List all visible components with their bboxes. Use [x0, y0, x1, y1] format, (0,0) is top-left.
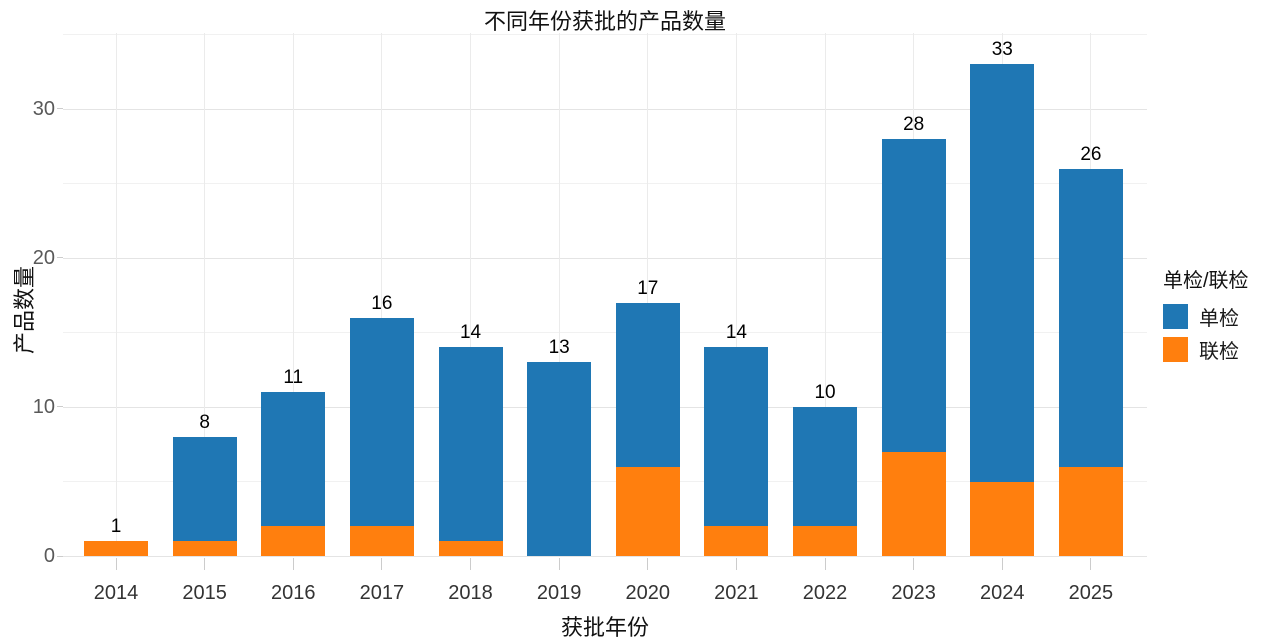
- y-tick-mark: [57, 257, 63, 259]
- gridline-vertical: [558, 33, 560, 556]
- bar-segment-single: [1058, 168, 1123, 467]
- bar-segment-joint: [704, 526, 769, 556]
- x-tick-label: 2022: [802, 582, 848, 604]
- bar-segment-joint: [970, 481, 1035, 556]
- x-tick-mark: [470, 558, 472, 570]
- bar-segment-joint: [615, 466, 680, 556]
- gridline-vertical: [381, 33, 383, 556]
- bar-value-label: 14: [459, 322, 482, 344]
- x-tick-mark: [381, 558, 383, 570]
- legend: 单检/联检 单检 联检: [1163, 264, 1249, 368]
- bar-segment-joint: [793, 526, 858, 556]
- y-tick-label: 20: [32, 246, 55, 269]
- bar-segment-single: [438, 347, 503, 542]
- x-axis-title: 获批年份: [560, 615, 649, 640]
- x-tick-mark: [1090, 558, 1092, 570]
- bar-segment-joint: [172, 541, 237, 556]
- gridline-vertical: [292, 33, 294, 556]
- legend-swatch-single: [1163, 304, 1188, 329]
- plot-panel: [63, 33, 1147, 557]
- x-tick-mark: [115, 558, 117, 570]
- bar-segment-single: [881, 138, 946, 452]
- legend-title: 单检/联检: [1163, 270, 1249, 292]
- gridline-vertical: [204, 33, 206, 556]
- bar-value-label: 17: [637, 277, 659, 299]
- x-tick-label: 2023: [891, 582, 936, 604]
- bar-value-label: 33: [991, 39, 1013, 61]
- gridline-major: [63, 555, 1147, 557]
- bar-segment-joint: [261, 526, 326, 556]
- y-axis-title: 产品数量: [12, 266, 37, 355]
- bar-value-label: 13: [548, 337, 570, 359]
- legend-label-single: 单检: [1199, 308, 1239, 330]
- x-tick-label: 2015: [182, 582, 227, 604]
- y-tick-mark: [57, 555, 63, 557]
- bar-segment-single: [704, 347, 769, 527]
- x-tick-mark: [913, 558, 915, 570]
- gridline-major: [63, 406, 1147, 408]
- x-tick-mark: [1001, 558, 1003, 570]
- bar-segment-single: [527, 362, 592, 556]
- bar-segment-joint: [438, 541, 503, 556]
- bar-value-label: 28: [903, 113, 925, 135]
- bar-value-label: 26: [1080, 143, 1102, 165]
- x-tick-mark: [292, 558, 294, 570]
- x-tick-label: 2021: [714, 582, 759, 604]
- gridline-minor: [63, 34, 1147, 35]
- bar-segment-joint: [84, 541, 148, 556]
- bar-value-label: 11: [283, 367, 304, 389]
- legend-item-single: 单检: [1163, 302, 1249, 331]
- gridline-vertical: [824, 33, 826, 556]
- bar-segment-joint: [881, 451, 946, 556]
- y-tick-mark: [57, 406, 63, 408]
- bar-value-label: 8: [199, 411, 210, 433]
- x-tick-label: 2025: [1068, 582, 1114, 604]
- bar-value-label: 1: [110, 516, 122, 538]
- gridline-minor: [63, 332, 1147, 333]
- bar-segment-single: [261, 392, 326, 527]
- bar-segment-single: [349, 317, 414, 527]
- gridline-vertical: [470, 33, 472, 556]
- gridline-major: [63, 257, 1147, 259]
- y-tick-mark: [57, 108, 63, 110]
- x-tick-mark: [735, 558, 737, 570]
- gridline-vertical: [735, 33, 737, 556]
- x-tick-mark: [558, 558, 560, 570]
- y-tick-label: 10: [32, 395, 55, 418]
- bar-segment-joint: [1058, 466, 1123, 556]
- gridline-vertical: [647, 33, 649, 556]
- y-tick-label: 0: [43, 545, 55, 567]
- bar-segment-joint: [349, 526, 414, 556]
- x-tick-label: 2016: [271, 582, 316, 604]
- legend-label-joint: 联检: [1199, 341, 1239, 363]
- bar-value-label: 14: [725, 322, 747, 344]
- bar-segment-single: [793, 407, 858, 527]
- gridline-vertical: [115, 33, 117, 556]
- x-tick-label: 2018: [448, 582, 493, 604]
- gridline-minor: [63, 481, 1147, 482]
- x-tick-mark: [824, 558, 826, 570]
- x-tick-label: 2020: [625, 582, 671, 604]
- legend-swatch-joint: [1163, 337, 1188, 362]
- x-tick-label: 2014: [93, 582, 139, 604]
- legend-item-joint: 联检: [1163, 335, 1249, 364]
- bar-segment-single: [970, 64, 1035, 482]
- x-tick-label: 2019: [536, 582, 582, 604]
- x-tick-mark: [647, 558, 649, 570]
- gridline-minor: [63, 183, 1147, 184]
- chart-title: 不同年份获批的产品数量: [483, 9, 726, 34]
- y-tick-label: 30: [32, 97, 55, 120]
- x-tick-label: 2017: [359, 582, 405, 604]
- x-tick-label: 2024: [980, 582, 1025, 604]
- gridline-major: [63, 108, 1147, 110]
- bar-value-label: 10: [814, 381, 836, 403]
- bar-segment-single: [615, 302, 680, 467]
- bar-value-label: 16: [371, 292, 393, 314]
- x-tick-mark: [204, 558, 206, 570]
- bar-segment-single: [172, 436, 237, 542]
